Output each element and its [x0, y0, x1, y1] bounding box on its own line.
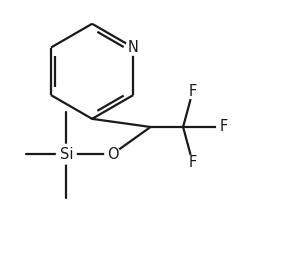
Circle shape [186, 155, 200, 169]
Text: Si: Si [60, 147, 73, 162]
Circle shape [217, 120, 231, 134]
Text: F: F [188, 155, 197, 170]
Circle shape [186, 85, 200, 99]
Circle shape [105, 147, 120, 162]
Text: F: F [220, 120, 228, 135]
Text: O: O [107, 147, 118, 162]
Circle shape [126, 40, 141, 55]
Text: N: N [128, 40, 139, 55]
Circle shape [56, 144, 76, 164]
Text: F: F [188, 84, 197, 99]
